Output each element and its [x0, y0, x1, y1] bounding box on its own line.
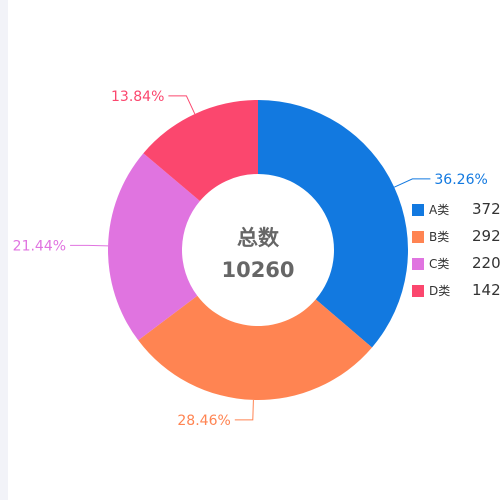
- legend-value-d: 142: [472, 281, 500, 299]
- legend-item-b[interactable]: B类 292: [412, 227, 500, 255]
- slice-c[interactable]: [107, 153, 200, 341]
- center-total: 10260: [221, 258, 294, 282]
- legend-label-c: C类: [429, 257, 450, 271]
- slice-a[interactable]: [258, 100, 408, 348]
- slice-d[interactable]: [143, 99, 258, 201]
- percent-label-a: 36.26%: [434, 172, 487, 188]
- leader-line-c: [70, 244, 109, 247]
- legend-item-c[interactable]: C类 220: [412, 254, 500, 282]
- percent-label-d: 13.84%: [111, 89, 164, 105]
- legend-label-b: B类: [429, 230, 450, 244]
- legend-swatch-b: [412, 231, 424, 243]
- legend-label-a: A类: [429, 203, 450, 217]
- label-leader-lines: [70, 95, 431, 421]
- legend-item-a[interactable]: A类 372: [412, 200, 500, 228]
- donut-slices: [107, 99, 408, 400]
- slice-b[interactable]: [138, 295, 373, 400]
- legend-value-c: 220: [472, 254, 500, 272]
- leader-line-d: [168, 95, 196, 115]
- center-title: 总数: [237, 226, 280, 250]
- legend-swatch-c: [412, 258, 424, 270]
- percent-label-b: 28.46%: [177, 413, 230, 429]
- legend-label-d: D类: [429, 284, 451, 298]
- leader-line-a: [394, 178, 431, 188]
- legend-swatch-d: [412, 285, 424, 297]
- left-edge-strip: [0, 0, 8, 500]
- legend-value-b: 292: [472, 227, 500, 245]
- legend-swatch-a: [412, 204, 424, 216]
- legend-item-d[interactable]: D类 142: [412, 281, 500, 309]
- legend: A类 372 B类 292 C类 220 D类 142: [412, 200, 500, 309]
- legend-value-a: 372: [472, 200, 500, 218]
- percent-labels: 36.26% 28.46% 21.44% 13.84%: [13, 89, 488, 429]
- leader-line-b: [234, 399, 254, 421]
- percent-label-c: 21.44%: [13, 238, 66, 254]
